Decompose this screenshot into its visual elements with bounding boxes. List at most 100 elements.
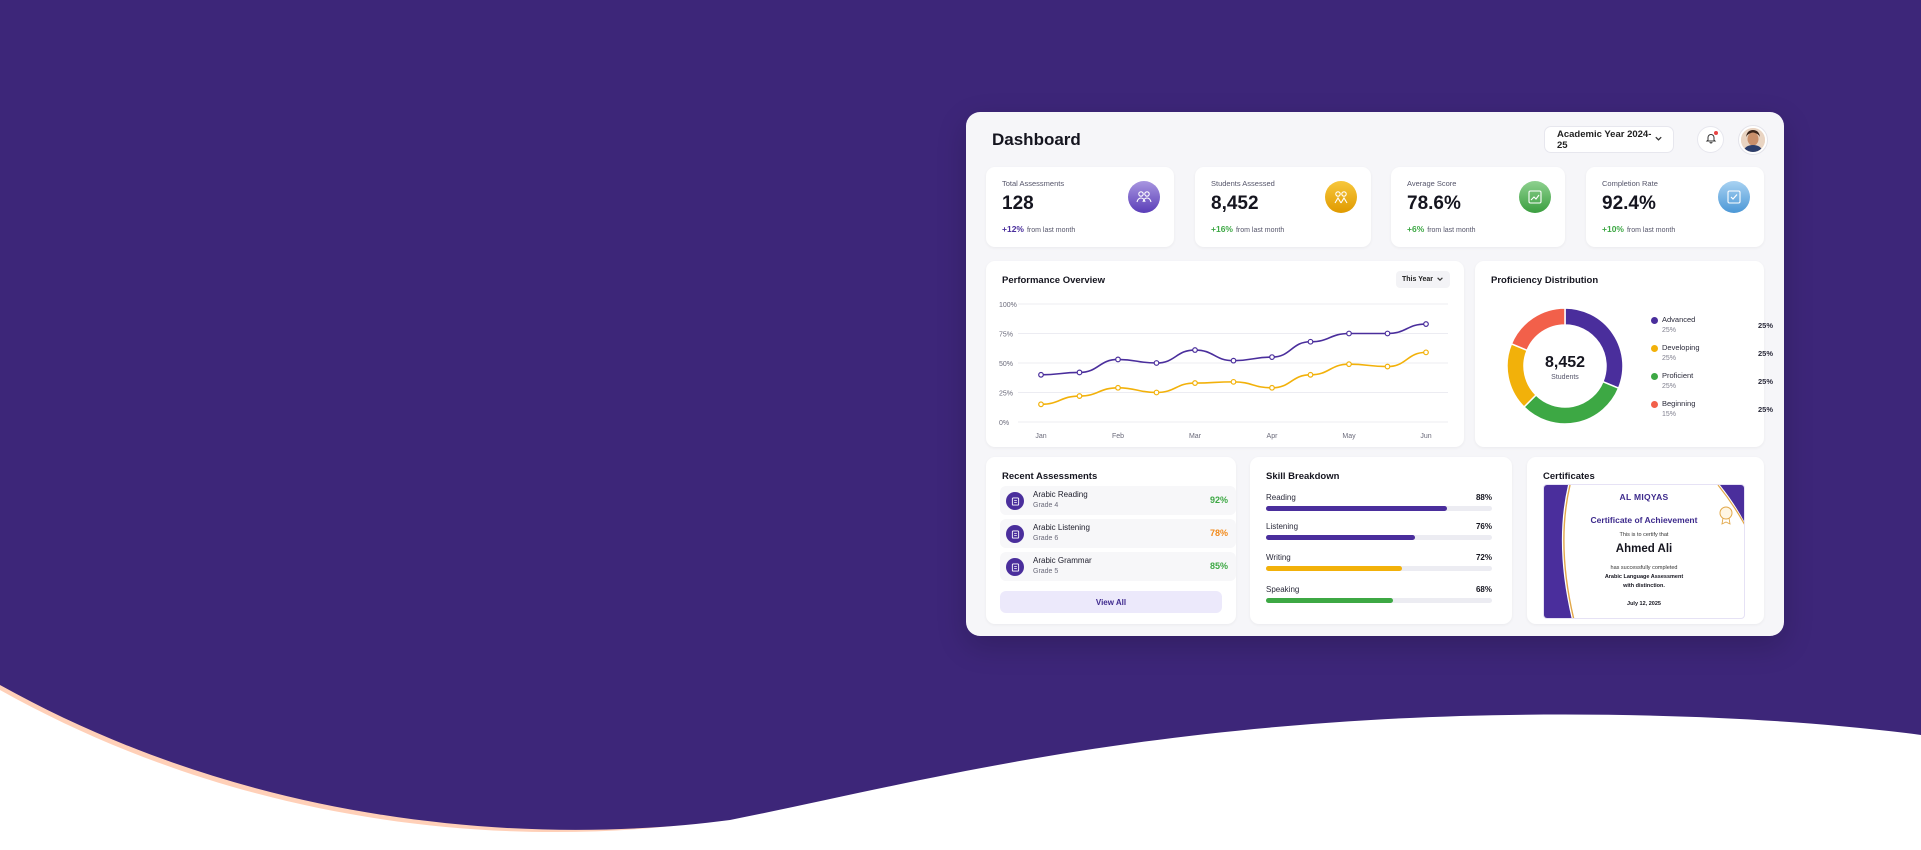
stat-change: +16% from last month	[1211, 224, 1284, 234]
view-all-button[interactable]: View All	[1000, 591, 1222, 613]
x-tick-label: Jun	[1420, 433, 1431, 440]
stat-value: 8,452	[1211, 193, 1259, 214]
stat-change: +6% from last month	[1407, 224, 1476, 234]
x-tick-label: May	[1342, 433, 1356, 440]
skill-progress-track	[1266, 535, 1492, 540]
skill-title: Skill Breakdown	[1266, 471, 1340, 482]
legend-dot	[1651, 373, 1658, 380]
data-point	[1346, 330, 1352, 337]
certificate-date: July 12, 2025	[1627, 601, 1661, 607]
stat-delta: +12%	[1002, 224, 1024, 234]
award-seal-icon	[1719, 506, 1733, 525]
assessment-name: Arabic Reading	[1033, 490, 1088, 499]
period-select[interactable]: This Year	[1396, 271, 1450, 288]
skill-progress-track	[1266, 506, 1492, 511]
certificate-line: has successfully completed	[1610, 565, 1678, 571]
data-point	[1153, 360, 1160, 366]
skill-row: Speaking 68%	[1266, 585, 1492, 611]
stat-card-students-assessed: Students Assessed 8,452 +16% from last mo…	[1195, 167, 1371, 247]
skill-progress-fill	[1266, 506, 1447, 511]
assessment-name: Arabic Listening	[1033, 523, 1090, 532]
skill-percent: 76%	[1475, 522, 1492, 531]
certificates-card: Certificates AL MIQYAS Certificate of Ac…	[1527, 457, 1764, 624]
data-point	[1384, 330, 1391, 337]
academic-year-label: Academic Year 2024-25	[1557, 128, 1652, 151]
skill-name: Writing	[1266, 553, 1291, 562]
assessment-score: 85%	[1209, 561, 1228, 571]
proficiency-distribution-card: Proficiency Distribution 8,452 Students A…	[1475, 261, 1773, 447]
legend-name: Proficient	[1662, 371, 1694, 380]
skill-percent: 72%	[1475, 553, 1492, 562]
legend-name: Beginning	[1662, 399, 1696, 408]
stat-delta: +6%	[1407, 224, 1425, 234]
y-tick-label: 0%	[999, 420, 1009, 427]
certificate-frame	[1544, 485, 1744, 618]
data-point	[1038, 371, 1044, 378]
avatar[interactable]	[1739, 126, 1767, 154]
bell-icon	[1705, 131, 1717, 149]
skill-percent: 88%	[1475, 493, 1492, 502]
skill-row: Writing 72%	[1266, 553, 1492, 579]
data-point	[1384, 363, 1391, 370]
skill-percent: 68%	[1475, 585, 1492, 594]
list-item[interactable]: Arabic Listening Grade 6 78%	[1000, 519, 1236, 548]
assessment-name: Arabic Grammar	[1033, 556, 1092, 565]
legend-percent: 25%	[1757, 321, 1773, 330]
legend-percent: 25%	[1757, 405, 1773, 414]
skill-name: Listening	[1266, 522, 1299, 531]
assessment-grade: Grade 5	[1033, 568, 1059, 575]
stat-label: Total Assessments	[1002, 179, 1065, 188]
recent-title: Recent Assessments	[1002, 471, 1098, 482]
data-point	[1076, 369, 1083, 376]
x-tick-label: Apr	[1267, 433, 1279, 440]
data-point	[1230, 357, 1237, 364]
certificate-preview[interactable]: AL MIQYAS Certificate of Achievement Thi…	[1543, 484, 1745, 619]
certificate-course: Arabic Language Assessment	[1604, 574, 1684, 580]
legend-name: Developing	[1662, 343, 1700, 352]
donut-slice-developing	[1506, 342, 1538, 409]
users-icon	[1128, 181, 1160, 213]
x-tick-label: Jan	[1035, 433, 1046, 440]
stat-card-completion-rate: Completion Rate 92.4% +10% from last mont…	[1586, 167, 1764, 247]
data-point	[1423, 349, 1429, 356]
page-title: Dashboard	[992, 130, 1081, 149]
legend-dot	[1651, 401, 1658, 408]
chart-icon	[1519, 181, 1551, 213]
stat-card-average-score: Average Score 78.6% +6% from last month	[1391, 167, 1565, 247]
data-point	[1307, 338, 1314, 345]
certificate-recipient: Ahmed Ali	[1615, 543, 1673, 555]
data-point	[1230, 378, 1237, 385]
legend-sub: 25%	[1662, 383, 1677, 390]
data-point	[1269, 384, 1275, 391]
skill-progress-track	[1266, 598, 1492, 603]
stat-card-total-assessments: Total Assessments 128 +12% from last mont…	[986, 167, 1174, 247]
legend-sub: 15%	[1662, 411, 1677, 418]
notifications-button[interactable]	[1697, 126, 1724, 153]
donut-slice-proficient	[1522, 380, 1620, 425]
data-point	[1153, 389, 1160, 396]
data-point	[1115, 384, 1121, 391]
certificates-title: Certificates	[1543, 471, 1595, 482]
list-item[interactable]: Arabic Reading Grade 4 92%	[1000, 486, 1236, 515]
stat-delta-suffix: from last month	[1026, 227, 1076, 234]
academic-year-select[interactable]: Academic Year 2024-25	[1544, 126, 1674, 153]
skill-breakdown-card: Skill Breakdown Reading 88% Listening 76…	[1250, 457, 1512, 624]
stat-delta: +10%	[1602, 224, 1624, 234]
data-point	[1076, 393, 1083, 399]
list-item[interactable]: Arabic Grammar Grade 5 85%	[1000, 552, 1236, 581]
recent-assessments-card: Recent Assessments Arabic Reading Grade …	[986, 457, 1236, 624]
performance-title: Performance Overview	[1002, 275, 1105, 286]
data-point	[1115, 356, 1121, 363]
stat-delta: +16%	[1211, 224, 1233, 234]
assessment-score: 78%	[1209, 528, 1228, 538]
stat-value: 78.6%	[1407, 193, 1461, 214]
series-line-0	[1040, 323, 1427, 376]
skill-name: Reading	[1266, 493, 1296, 502]
stat-value: 92.4%	[1602, 193, 1656, 214]
y-tick-label: 75%	[999, 332, 1013, 339]
assessment-score: 92%	[1209, 495, 1228, 505]
period-label: This Year	[1402, 276, 1434, 283]
donut-slice-beginning	[1510, 307, 1566, 352]
legend-name: Advanced	[1662, 315, 1696, 324]
students-icon	[1325, 181, 1357, 213]
